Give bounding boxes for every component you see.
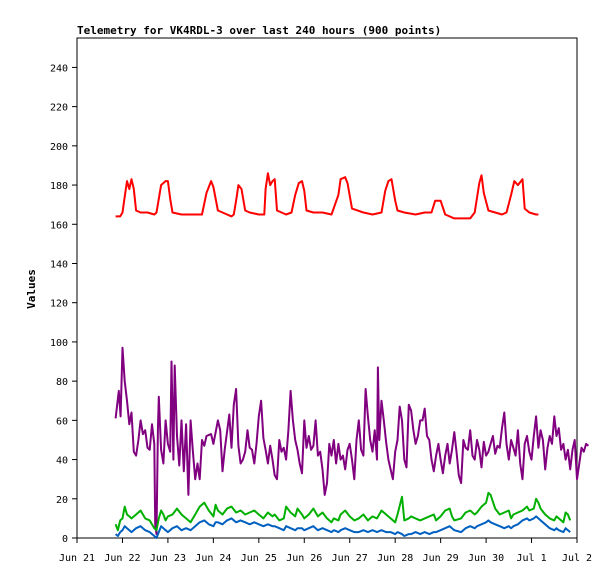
x-tick-label: Jun 30 bbox=[468, 553, 504, 564]
series-layer bbox=[114, 172, 590, 539]
y-tick-label: 160 bbox=[50, 220, 68, 231]
x-tick-label: Jun 21 bbox=[59, 553, 95, 564]
y-tick-label: 180 bbox=[50, 181, 68, 192]
x-axis-ticks: Jun 21 Jun 22 Jun 23 Jun 24 Jun 25 Jun 26 Jun … bbox=[59, 538, 592, 564]
y-tick-label: 140 bbox=[50, 259, 68, 270]
x-tick-label: Jun 25 bbox=[241, 553, 277, 564]
x-tick-label: Jun 29 bbox=[423, 553, 459, 564]
series-line-0 bbox=[115, 172, 539, 220]
y-tick-label: 80 bbox=[56, 377, 68, 388]
x-tick-label: Jul 2 bbox=[562, 553, 592, 564]
y-tick-label: 100 bbox=[50, 338, 68, 349]
x-tick-label: Jun 26 bbox=[286, 553, 322, 564]
x-tick-label: Jun 22 bbox=[104, 553, 140, 564]
series-line-2 bbox=[114, 491, 572, 532]
chart-title: Telemetry for VK4RDL-3 over last 240 hou… bbox=[77, 24, 441, 37]
y-axis-label: Values bbox=[25, 269, 38, 309]
x-tick-label: Jun 27 bbox=[332, 553, 368, 564]
y-tick-label: 240 bbox=[50, 63, 68, 74]
y-tick-label: 20 bbox=[56, 495, 68, 506]
x-tick-label: Jul 1 bbox=[516, 553, 546, 564]
y-tick-label: 120 bbox=[50, 299, 68, 310]
y-tick-label: 40 bbox=[56, 456, 68, 467]
y-tick-label: 200 bbox=[50, 142, 68, 153]
plot-frame bbox=[76, 37, 578, 539]
y-tick-label: 60 bbox=[56, 416, 68, 427]
x-tick-label: Jun 28 bbox=[377, 553, 413, 564]
series-line-3 bbox=[114, 515, 571, 539]
y-axis-ticks: 0 20 40 60 80 100 120 140 160 180 200 220 240 bbox=[50, 63, 77, 545]
x-tick-label: Jun 24 bbox=[195, 553, 231, 564]
y-tick-label: 0 bbox=[62, 534, 68, 545]
y-tick-label: 220 bbox=[50, 103, 68, 114]
series-line-1 bbox=[114, 346, 590, 536]
x-tick-label: Jun 23 bbox=[150, 553, 186, 564]
